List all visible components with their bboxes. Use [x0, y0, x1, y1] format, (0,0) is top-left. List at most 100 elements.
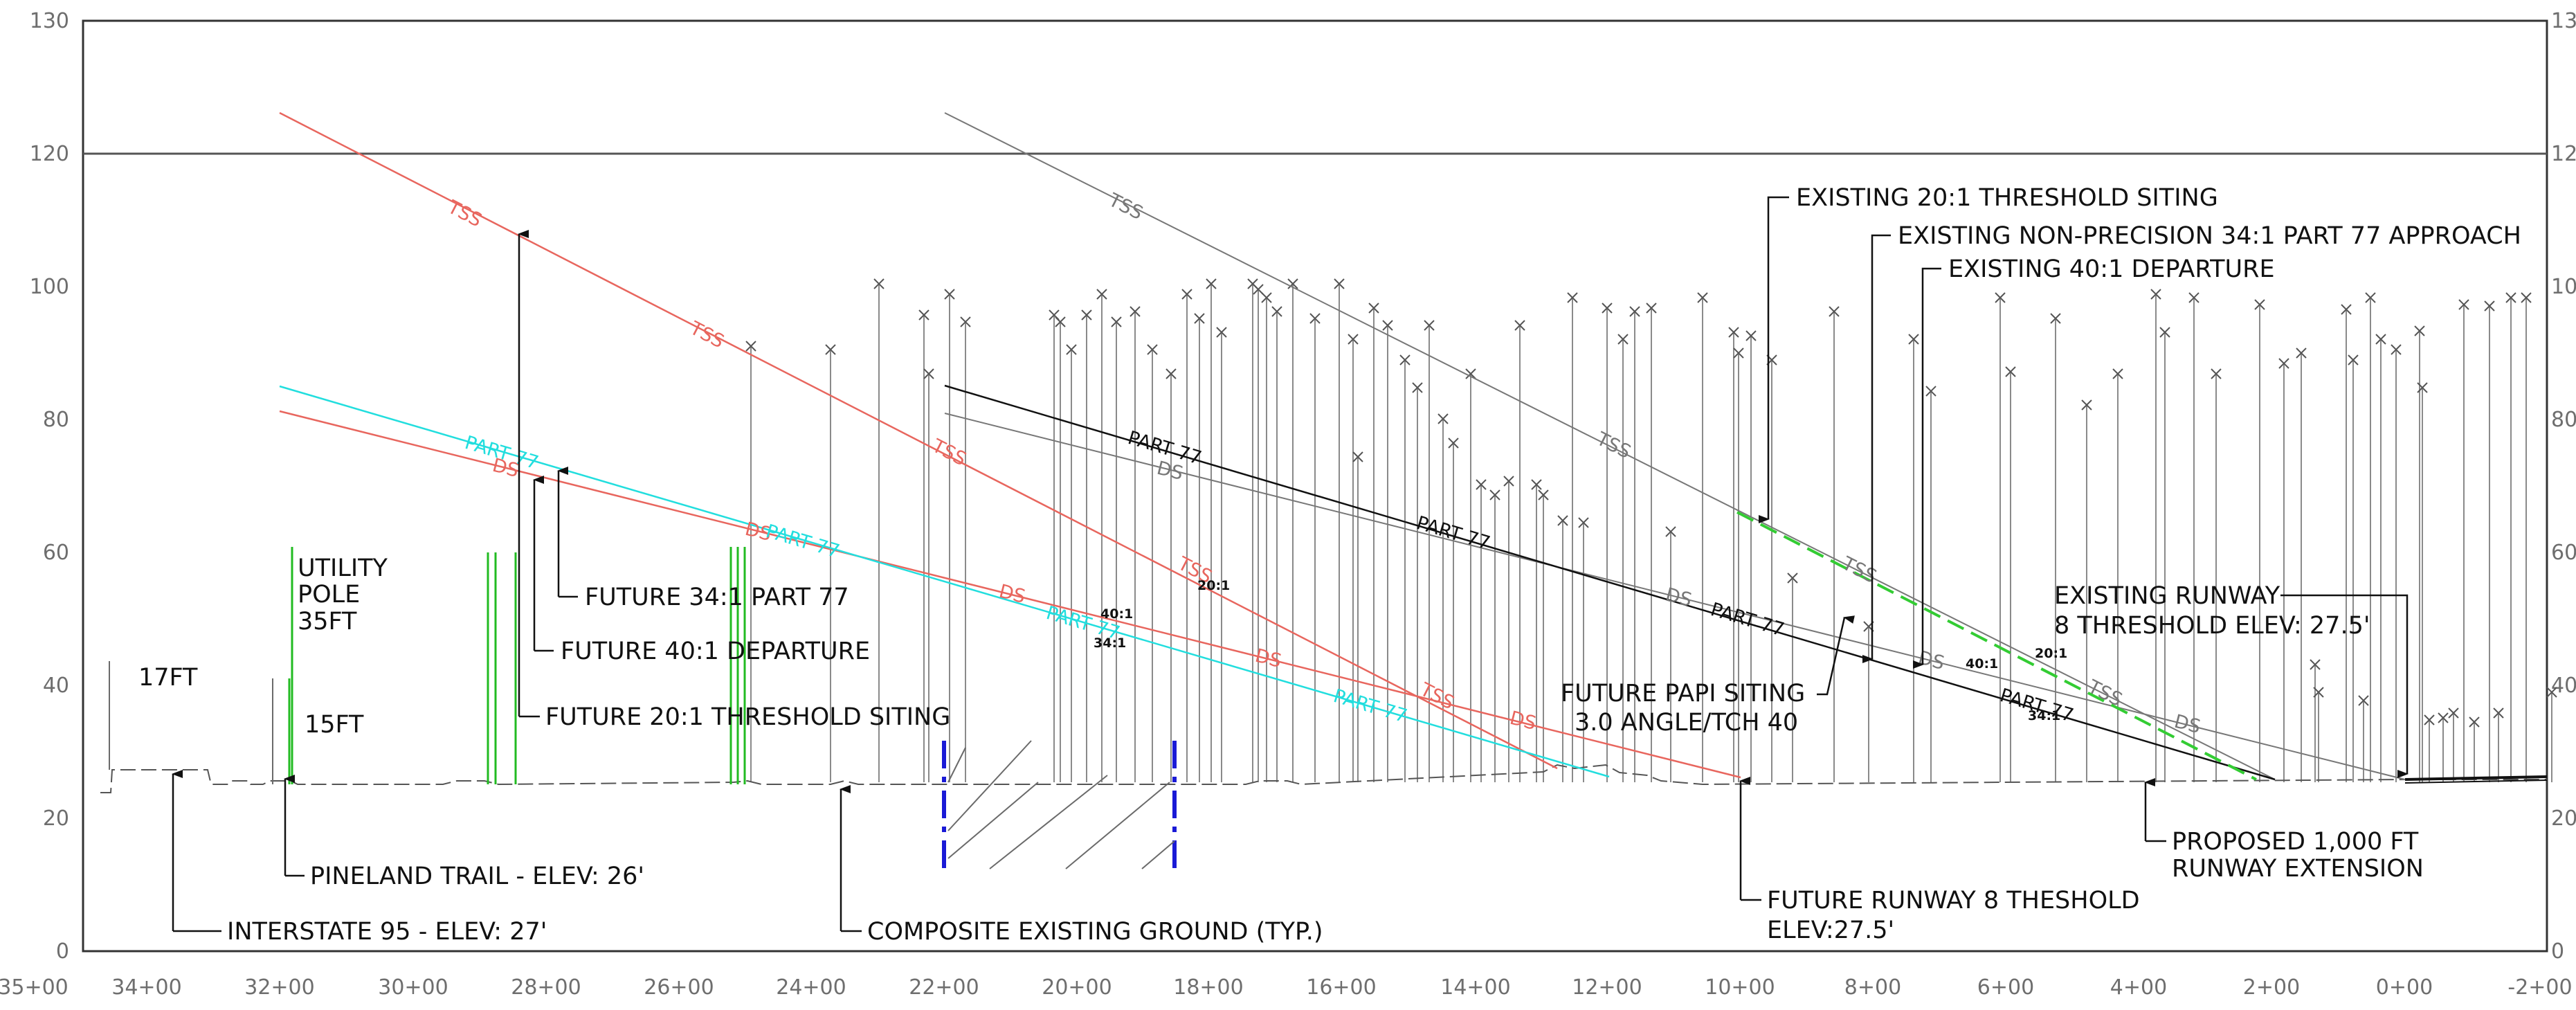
obstacle-x-marker	[2458, 299, 2469, 310]
obstacle-x-marker	[1147, 344, 1158, 355]
obstacle-x-marker	[2469, 716, 2480, 728]
x-tick: 2+00	[2243, 975, 2300, 1000]
approach-surfaces	[279, 111, 2548, 784]
label-utility-1: UTILITY	[298, 554, 388, 582]
obstacle-x-marker	[1194, 313, 1205, 324]
obstacle-x-marker	[2278, 358, 2289, 369]
obstacle-x-marker	[1334, 278, 1345, 289]
obstacle-x-marker	[2211, 368, 2222, 379]
tss-label: TSS	[444, 196, 485, 231]
y-tick-100: 100	[30, 275, 69, 299]
label-future-20-1: FUTURE 20:1 THRESHOLD SITING	[545, 703, 950, 731]
obstacle-x-marker	[1165, 368, 1177, 379]
leader-existing-40-1	[1913, 267, 1941, 669]
obstacle-x-marker	[1111, 316, 1122, 327]
existing-tss-label: TSS	[1593, 428, 1634, 463]
obstacle-x-marker	[1538, 489, 1549, 501]
label-future-papi-2: 3.0 ANGLE/TCH 40	[1575, 709, 1798, 737]
obstacle-x-marker	[1081, 309, 1092, 321]
obstacle-x-marker	[1424, 320, 1435, 331]
x-tick: 16+00	[1306, 975, 1376, 1000]
obstacle-x-marker	[1287, 278, 1298, 289]
obstacle-x-marker	[1130, 306, 1141, 317]
x-tick: 22+00	[909, 975, 979, 1000]
obstacle-x-marker	[1646, 303, 1657, 314]
obstacle-poles	[745, 278, 2557, 782]
obstacle-x-marker	[1567, 292, 1578, 303]
existing-ds-label: DS	[2172, 711, 2202, 738]
hatch-line	[947, 740, 1032, 831]
obstacle-x-marker	[2296, 348, 2307, 359]
tss-label: TSS	[1416, 678, 1458, 714]
y-axis-left: 0 20 40 60 80 100 120 130	[30, 9, 69, 964]
obstacle-x-marker	[1181, 289, 1192, 300]
obstacle-x-marker	[1055, 316, 1066, 327]
obstacle-x-marker	[1412, 382, 1423, 393]
leader-lines	[172, 196, 2409, 932]
x-tick: 20+00	[1042, 975, 1112, 1000]
obstacle-x-marker	[2341, 304, 2352, 315]
existing-part77-line	[944, 384, 2276, 781]
obstacle-x-marker	[1531, 479, 1542, 490]
ratio-40-1: 40:1	[1100, 606, 1133, 622]
x-tick: 8+00	[1844, 975, 1901, 1000]
leader-existing-34-1	[1862, 234, 1891, 663]
hatch-line	[947, 782, 1039, 859]
y-tick-right-130: 13	[2551, 9, 2576, 33]
existing-tss-label: TSS	[1838, 552, 1880, 588]
y-tick-right-0: 0	[2551, 939, 2564, 964]
x-tick: 34+00	[111, 975, 181, 1000]
label-interstate: INTERSTATE 95 - ELEV: 27'	[227, 918, 547, 946]
obstacle-x-marker	[1382, 320, 1393, 331]
obstacle-x-marker	[1629, 306, 1640, 317]
obstacle-x-marker	[2417, 382, 2428, 393]
obstacle-x-marker	[1602, 303, 1613, 314]
y-tick-130: 130	[30, 9, 69, 33]
obstacle-x-marker	[1578, 517, 1589, 528]
obstacle-x-marker	[1557, 515, 1568, 526]
x-tick: 6+00	[1977, 975, 2034, 1000]
y-tick-right-80: 80	[2551, 408, 2576, 432]
x-tick: 24+00	[776, 975, 846, 1000]
ratio-34-1-existing: 34:1	[2028, 708, 2060, 723]
obstacle-x-marker	[1399, 354, 1411, 366]
obstacle-x-marker	[1448, 438, 1459, 449]
y-tick-80: 80	[43, 408, 69, 432]
label-17ft: 17FT	[138, 664, 198, 692]
obstacle-x-marker	[1261, 292, 1272, 303]
obstacle-x-marker	[2112, 368, 2123, 379]
obstacle-x-marker	[1514, 320, 1525, 331]
label-future-runway-1: FUTURE RUNWAY 8 THESHOLD	[1767, 887, 2140, 914]
existing-part77-label: PART 77	[1708, 599, 1787, 641]
existing-ds-label: DS	[1663, 584, 1694, 611]
hatch-line	[1065, 782, 1170, 869]
x-tick: 35+00	[0, 975, 69, 1000]
obstacle-x-marker	[1503, 476, 1514, 487]
future-ds-line	[279, 410, 1741, 779]
label-existing-runway-1: EXISTING RUNWAY	[2054, 582, 2280, 610]
obstacle-x-marker	[923, 368, 934, 379]
obstacle-x-marker	[2365, 292, 2376, 303]
obstacle-x-marker	[1271, 306, 1282, 317]
obstacle-x-marker	[2448, 707, 2459, 719]
label-proposed-1: PROPOSED 1,000 FT	[2172, 828, 2419, 856]
obstacle-x-marker	[2313, 687, 2324, 698]
hatch-line	[947, 747, 966, 783]
x-tick: 26+00	[644, 975, 714, 1000]
label-pineland: PINELAND TRAIL - ELEV: 26'	[310, 863, 644, 890]
obstacle-x-marker	[1465, 368, 1476, 379]
ratio-labels: 40:1 34:1 20:1 40:1 20:1 34:1	[1094, 578, 2067, 723]
y-tick-0: 0	[56, 939, 69, 964]
obstacle-x-marker	[1216, 327, 1227, 338]
obstacle-x-marker	[745, 341, 756, 352]
obstacle-x-marker	[873, 278, 885, 289]
obstacle-x-marker	[1476, 479, 1487, 490]
y-tick-right-100: 100	[2551, 275, 2576, 299]
ratio-34-1: 34:1	[1094, 635, 1126, 651]
obstacle-x-marker	[2358, 695, 2369, 706]
existing-ds-line	[944, 413, 2406, 780]
hatch-line	[1141, 840, 1175, 869]
ratio-40-1-existing: 40:1	[1966, 656, 1998, 671]
x-tick: 4+00	[2110, 975, 2167, 1000]
obstacle-x-marker	[1368, 303, 1379, 314]
